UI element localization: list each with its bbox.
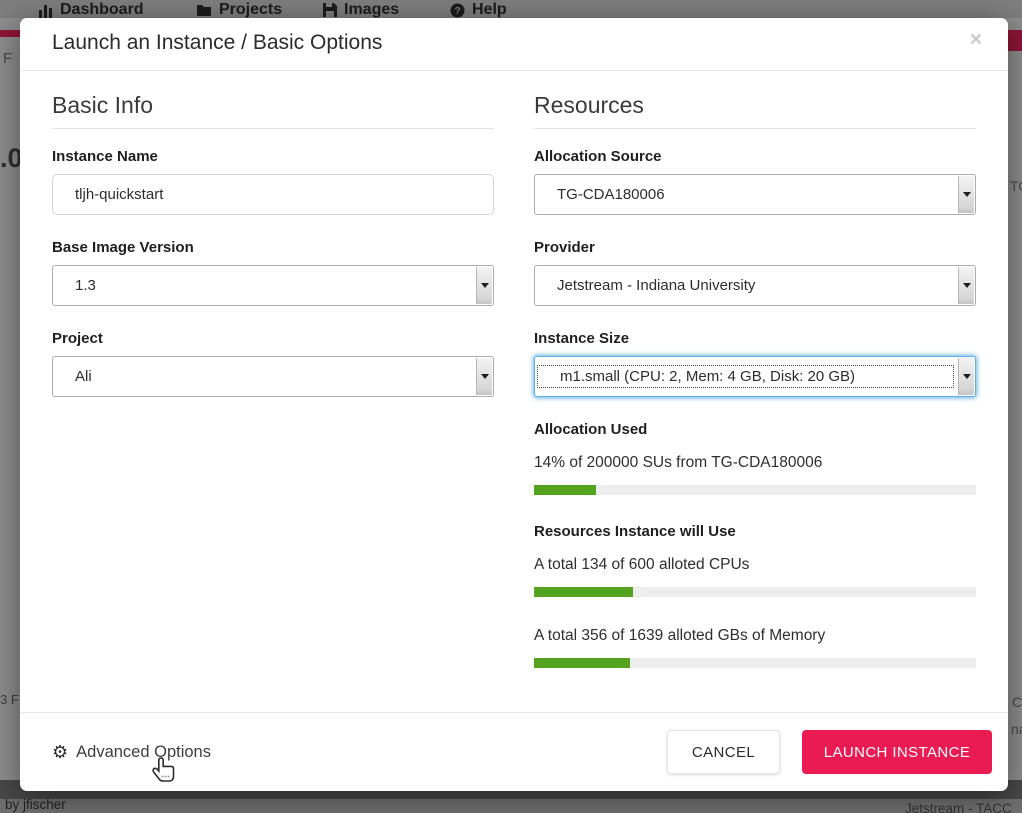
- allocation-source-select[interactable]: TG-CDA180006: [534, 174, 976, 215]
- nav-label: Dashboard: [60, 1, 144, 18]
- chevron-down-icon: [958, 358, 974, 395]
- bg-byline: by jfischer: [5, 797, 66, 812]
- instance-name-field-group: Instance Name: [52, 148, 494, 215]
- modal-title: Launch an Instance / Basic Options: [52, 31, 383, 54]
- project-label: Project: [52, 330, 103, 347]
- base-image-version-label: Base Image Version: [52, 239, 194, 256]
- resources-use-label: Resources Instance will Use: [534, 523, 736, 540]
- base-image-version-field-group: Base Image Version 1.3: [52, 239, 494, 306]
- progress-fill: [534, 658, 630, 668]
- bg-fragment-left-bottom: 3 F: [0, 692, 19, 707]
- modal-header: Launch an Instance / Basic Options ×: [20, 18, 1008, 71]
- select-value: m1.small (CPU: 2, Mem: 4 GB, Disk: 20 GB…: [537, 365, 954, 388]
- instance-size-select[interactable]: m1.small (CPU: 2, Mem: 4 GB, Disk: 20 GB…: [534, 356, 976, 397]
- select-value: TG-CDA180006: [557, 186, 665, 203]
- instance-name-label: Instance Name: [52, 148, 158, 165]
- resources-heading: Resources: [534, 92, 976, 129]
- nav-label: Images: [344, 1, 400, 18]
- select-value: 1.3: [75, 277, 96, 294]
- bg-fragment-left-mid: .0: [0, 143, 23, 173]
- bg-fragment-right-top: TO: [1010, 178, 1022, 194]
- instance-name-input[interactable]: [52, 174, 494, 215]
- project-field-group: Project Ali: [52, 330, 494, 397]
- provider-select[interactable]: Jetstream - Indiana University: [534, 265, 976, 306]
- bg-provider-fragment: Jetstream - TACC: [905, 801, 1012, 813]
- progress-fill: [534, 587, 633, 597]
- advanced-options-label: Advanced Options: [76, 742, 211, 761]
- nav-label: Help: [472, 1, 507, 18]
- resources-column: Resources Allocation Source TG-CDA180006…: [534, 92, 976, 668]
- project-select[interactable]: Ali: [52, 356, 494, 397]
- cancel-button[interactable]: CANCEL: [667, 730, 780, 774]
- floppy-icon: [323, 3, 337, 17]
- allocation-used-progressbar: [534, 485, 976, 495]
- chevron-down-icon: [958, 267, 974, 304]
- launch-instance-modal: Launch an Instance / Basic Options × Bas…: [20, 18, 1008, 791]
- chevron-down-icon: [476, 358, 492, 395]
- nav-label: Projects: [219, 1, 283, 18]
- modal-footer: ⚙ Advanced Options CANCEL LAUNCH INSTANC…: [20, 712, 1008, 791]
- close-icon[interactable]: ×: [969, 28, 982, 51]
- chevron-down-icon: [476, 267, 492, 304]
- nav-item-images[interactable]: Images: [323, 1, 399, 18]
- instance-size-label: Instance Size: [534, 330, 630, 347]
- instance-size-field-group: Instance Size m1.small (CPU: 2, Mem: 4 G…: [534, 330, 976, 397]
- navbar-accent-stripe: [0, 30, 20, 37]
- bg-fragment-right-mid: C: [1012, 694, 1022, 710]
- background-navbar: Dashboard Projects Images ? Help: [0, 0, 1022, 18]
- select-value: Ali: [75, 368, 92, 385]
- allocation-used-label: Allocation Used: [534, 421, 648, 438]
- svg-text:?: ?: [454, 6, 460, 17]
- bg-fragment-left-top: F: [3, 50, 13, 67]
- base-image-version-select[interactable]: 1.3: [52, 265, 494, 306]
- navbar-accent-block: [1008, 30, 1022, 51]
- basic-info-heading: Basic Info: [52, 92, 494, 129]
- bar-chart-icon: [38, 3, 53, 18]
- allocation-used-text: 14% of 200000 SUs from TG-CDA180006: [534, 454, 823, 471]
- progress-fill: [534, 485, 596, 495]
- gear-icon: ⚙: [52, 742, 69, 762]
- folder-icon: [196, 3, 212, 17]
- bg-fragment-right-mid2: na: [1011, 721, 1022, 737]
- nav-item-help[interactable]: ? Help: [450, 1, 507, 18]
- nav-item-projects[interactable]: Projects: [196, 1, 282, 18]
- cpu-progressbar: [534, 587, 976, 597]
- memory-usage-text: A total 356 of 1639 alloted GBs of Memor…: [534, 627, 826, 644]
- modal-body: Basic Info Instance Name Base Image Vers…: [20, 71, 1008, 668]
- chevron-down-icon: [958, 176, 974, 213]
- help-circle-icon: ?: [450, 3, 465, 18]
- provider-label: Provider: [534, 239, 595, 256]
- allocation-source-label: Allocation Source: [534, 148, 662, 165]
- nav-item-dashboard[interactable]: Dashboard: [38, 1, 144, 18]
- memory-progressbar: [534, 658, 976, 668]
- advanced-options-button[interactable]: ⚙ Advanced Options: [52, 743, 211, 762]
- bg-bottom-strip: [0, 799, 1022, 813]
- provider-field-group: Provider Jetstream - Indiana University: [534, 239, 976, 306]
- basic-info-column: Basic Info Instance Name Base Image Vers…: [52, 92, 494, 668]
- launch-instance-button[interactable]: LAUNCH INSTANCE: [802, 730, 992, 774]
- footer-buttons: CANCEL LAUNCH INSTANCE: [667, 730, 992, 774]
- select-value: Jetstream - Indiana University: [557, 277, 756, 294]
- allocation-source-field-group: Allocation Source TG-CDA180006: [534, 148, 976, 215]
- cpu-usage-text: A total 134 of 600 alloted CPUs: [534, 556, 750, 573]
